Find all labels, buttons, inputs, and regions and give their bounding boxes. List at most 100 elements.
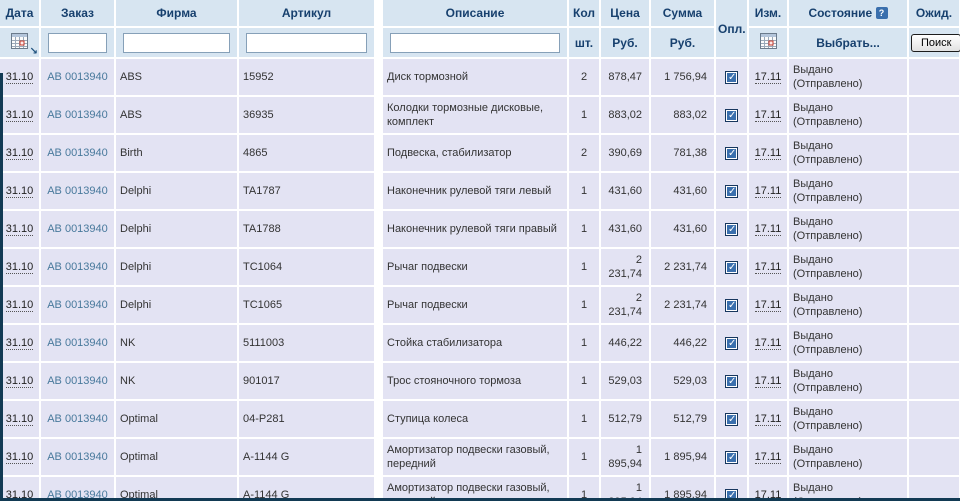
firm-cell: Delphi [115, 210, 238, 248]
changed-cell: 17.11 [748, 96, 788, 134]
date-link[interactable]: 31.10 [6, 147, 34, 160]
date-link[interactable]: 31.10 [6, 375, 34, 388]
waiting-cell [908, 362, 960, 400]
order-link[interactable]: АВ 0013940 [47, 413, 108, 425]
status-select-link[interactable]: Выбрать... [816, 36, 880, 50]
changed-date-link[interactable]: 17.11 [755, 109, 782, 122]
changed-filter-cell [748, 27, 788, 58]
date-link[interactable]: 31.10 [6, 71, 34, 84]
article-cell: 15952 [238, 58, 375, 96]
column-gap [375, 58, 383, 96]
paid-checkbox-icon[interactable] [725, 71, 738, 84]
help-icon[interactable]: ? [876, 7, 888, 19]
paid-checkbox-icon[interactable] [725, 451, 738, 464]
qty-cell: 1 [568, 438, 600, 476]
firm-filter-input[interactable] [123, 33, 230, 53]
firm-cell: Delphi [115, 286, 238, 324]
col-header-order[interactable]: Заказ [40, 0, 115, 27]
date-link[interactable]: 31.10 [6, 413, 34, 426]
table-row: 31.10 АВ 0013940 ABS 36935 Колодки тормо… [0, 96, 960, 134]
qty-cell: 1 [568, 210, 600, 248]
order-link[interactable]: АВ 0013940 [47, 147, 108, 159]
waiting-cell [908, 248, 960, 286]
status-cell: Выдано (Отправлено) [788, 400, 908, 438]
order-link[interactable]: АВ 0013940 [47, 337, 108, 349]
date-link[interactable]: 31.10 [6, 299, 34, 312]
column-gap [375, 96, 383, 134]
calendar-icon[interactable] [760, 33, 777, 49]
article-filter-input[interactable] [246, 33, 367, 53]
waiting-cell [908, 400, 960, 438]
sum-cell: 883,02 [650, 96, 715, 134]
date-link[interactable]: 31.10 [6, 337, 34, 350]
paid-checkbox-icon[interactable] [725, 299, 738, 312]
description-cell: Диск тормозной [383, 58, 568, 96]
paid-checkbox-icon[interactable] [725, 261, 738, 274]
paid-checkbox-icon[interactable] [725, 337, 738, 350]
column-gap [375, 248, 383, 286]
status-cell: Выдано (Отправлено) [788, 58, 908, 96]
sum-cell: 431,60 [650, 210, 715, 248]
changed-date-link[interactable]: 17.11 [755, 261, 782, 274]
changed-date-link[interactable]: 17.11 [755, 223, 782, 236]
description-cell: Рычаг подвески [383, 286, 568, 324]
date-link[interactable]: 31.10 [6, 109, 34, 122]
sum-cell: 2 231,74 [650, 286, 715, 324]
order-link[interactable]: АВ 0013940 [47, 261, 108, 273]
firm-filter-cell [115, 27, 238, 58]
order-link[interactable]: АВ 0013940 [47, 299, 108, 311]
date-link[interactable]: 31.10 [6, 261, 34, 274]
changed-date-link[interactable]: 17.11 [755, 147, 782, 160]
order-link[interactable]: АВ 0013940 [47, 109, 108, 121]
paid-checkbox-icon[interactable] [725, 185, 738, 198]
order-filter-cell [40, 27, 115, 58]
calendar-icon[interactable] [11, 33, 28, 49]
order-link[interactable]: АВ 0013940 [47, 375, 108, 387]
column-gap [375, 134, 383, 172]
col-header-waiting[interactable]: Ожид. [908, 0, 960, 27]
column-gap [375, 362, 383, 400]
order-link[interactable]: АВ 0013940 [47, 223, 108, 235]
date-link[interactable]: 31.10 [6, 185, 34, 198]
paid-checkbox-icon[interactable] [725, 413, 738, 426]
date-link[interactable]: 31.10 [6, 223, 34, 236]
col-header-sum[interactable]: Сумма [650, 0, 715, 27]
table-row: 31.10 АВ 0013940 NK 901017 Трос стояночн… [0, 362, 960, 400]
col-header-qty[interactable]: Кол [568, 0, 600, 27]
col-header-article[interactable]: Артикул [238, 0, 375, 27]
col-header-firm[interactable]: Фирма [115, 0, 238, 27]
date-link[interactable]: 31.10 [6, 451, 34, 464]
changed-date-link[interactable]: 17.11 [755, 299, 782, 312]
paid-checkbox-icon[interactable] [725, 147, 738, 160]
changed-date-link[interactable]: 17.11 [755, 413, 782, 426]
search-button[interactable]: Поиск [911, 34, 960, 52]
order-filter-input[interactable] [48, 33, 107, 53]
changed-date-link[interactable]: 17.11 [755, 451, 782, 464]
description-cell: Трос стояночного тормоза [383, 362, 568, 400]
col-header-date[interactable]: Дата [0, 0, 40, 27]
description-cell: Колодки тормозные дисковые, комплект [383, 96, 568, 134]
col-header-paid[interactable]: Опл. [715, 0, 748, 58]
col-header-description[interactable]: Описание [383, 0, 568, 27]
qty-cell: 1 [568, 400, 600, 438]
paid-checkbox-icon[interactable] [725, 109, 738, 122]
changed-date-link[interactable]: 17.11 [755, 71, 782, 84]
description-cell: Рычаг подвески [383, 248, 568, 286]
col-header-changed[interactable]: Изм. [748, 0, 788, 27]
sort-arrow-icon[interactable]: ↘ [30, 47, 38, 57]
qty-cell: 1 [568, 96, 600, 134]
changed-date-link[interactable]: 17.11 [755, 375, 782, 388]
order-link[interactable]: АВ 0013940 [47, 71, 108, 83]
paid-cell [715, 362, 748, 400]
col-header-price[interactable]: Цена [600, 0, 650, 27]
paid-cell [715, 172, 748, 210]
waiting-cell [908, 438, 960, 476]
description-filter-input[interactable] [390, 33, 560, 53]
changed-date-link[interactable]: 17.11 [755, 185, 782, 198]
paid-checkbox-icon[interactable] [725, 223, 738, 236]
paid-checkbox-icon[interactable] [725, 375, 738, 388]
description-cell: Стойка стабилизатора [383, 324, 568, 362]
order-link[interactable]: АВ 0013940 [47, 185, 108, 197]
order-link[interactable]: АВ 0013940 [47, 451, 108, 463]
changed-date-link[interactable]: 17.11 [755, 337, 782, 350]
